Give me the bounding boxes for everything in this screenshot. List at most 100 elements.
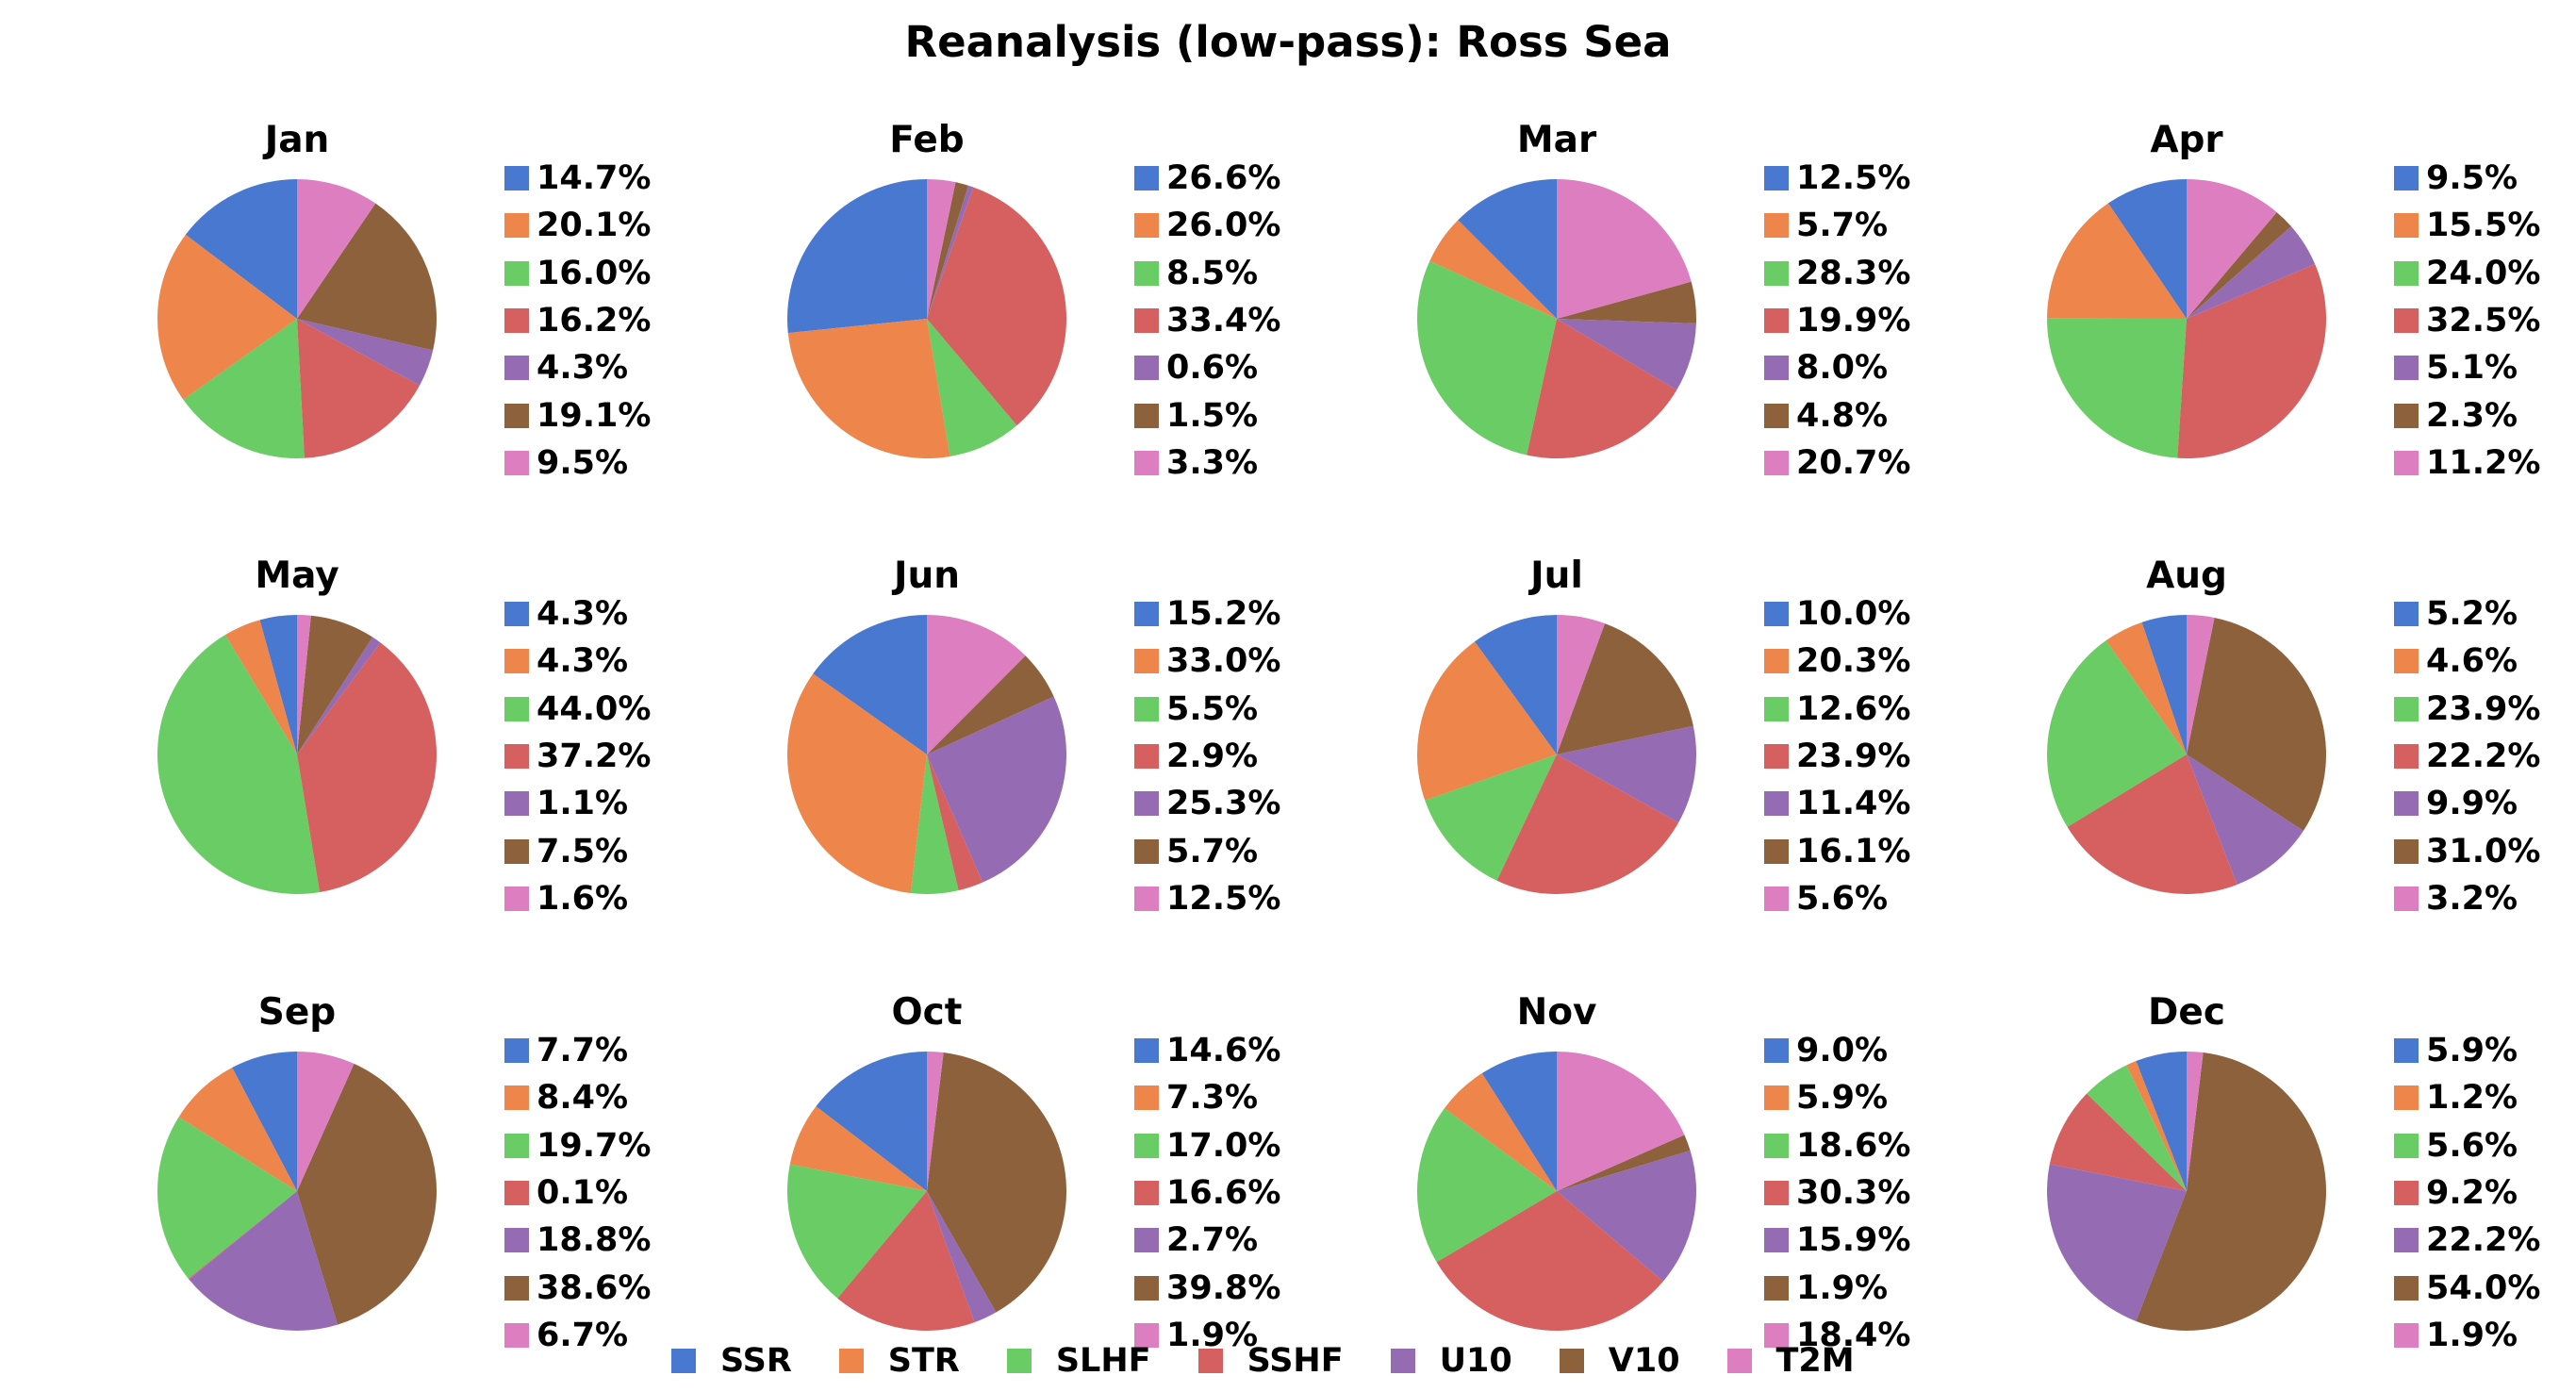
legend-percent: 54.0% bbox=[2426, 1268, 2541, 1307]
legend-entry-dec-ssr: 5.9% bbox=[2394, 1032, 2518, 1069]
legend-percent: 8.5% bbox=[1166, 254, 1259, 292]
pie-slice-jan-slhf bbox=[183, 319, 305, 458]
pie-slice-nov-str bbox=[1444, 1073, 1557, 1191]
legend-entry-aug-sshf: 22.2% bbox=[2394, 737, 2540, 775]
series-swatch bbox=[1559, 1349, 1584, 1373]
panel-title-feb: Feb bbox=[889, 119, 965, 161]
legend-swatch bbox=[1134, 260, 1159, 286]
pie-slice-apr-u10 bbox=[2187, 226, 2316, 319]
legend-swatch bbox=[504, 886, 529, 911]
pie-slice-feb-u10 bbox=[927, 185, 974, 319]
legend-percent: 5.9% bbox=[1796, 1079, 1889, 1118]
legend-swatch bbox=[504, 696, 529, 721]
legend-swatch bbox=[504, 260, 529, 286]
pie-slice-sep-sshf bbox=[188, 1191, 297, 1280]
legend-entry-jul-sshf: 23.9% bbox=[1764, 737, 1911, 775]
legend-percent: 20.7% bbox=[1796, 443, 1911, 482]
legend-entry-apr-slhf: 24.0% bbox=[2394, 255, 2540, 292]
legend-entry-apr-v10: 2.3% bbox=[2394, 397, 2518, 435]
legend-percent: 20.3% bbox=[1796, 642, 1911, 681]
legend-swatch bbox=[1134, 213, 1159, 239]
legend-percent: 15.5% bbox=[2426, 207, 2541, 245]
pie-slice-may-ssr bbox=[259, 615, 297, 754]
legend-swatch bbox=[1134, 1228, 1159, 1253]
series-swatch bbox=[1726, 1349, 1752, 1373]
pie-slice-feb-v10 bbox=[927, 182, 969, 319]
series-legend-str: STR bbox=[838, 1342, 960, 1380]
legend-entry-aug-v10: 31.0% bbox=[2394, 833, 2540, 870]
legend-entry-jan-sshf: 16.2% bbox=[504, 302, 651, 340]
legend-swatch bbox=[1764, 886, 1789, 911]
legend-entry-oct-sshf: 16.6% bbox=[1134, 1174, 1280, 1212]
legend-percent: 12.5% bbox=[1166, 879, 1281, 918]
legend-entry-mar-u10: 8.0% bbox=[1764, 349, 1888, 387]
pie-slice-apr-t2m bbox=[2187, 179, 2277, 319]
legend-entry-sep-sshf: 0.1% bbox=[504, 1174, 628, 1212]
legend-percent: 15.9% bbox=[1796, 1221, 1911, 1260]
legend-swatch bbox=[1134, 886, 1159, 911]
pie-slice-oct-u10 bbox=[927, 1191, 997, 1323]
pie-feb bbox=[787, 179, 1066, 458]
legend-percent: 11.4% bbox=[1796, 785, 1911, 823]
legend-swatch bbox=[504, 213, 529, 239]
pie-slice-dec-sshf bbox=[2049, 1093, 2187, 1191]
legend-swatch bbox=[1134, 1322, 1159, 1348]
legend-swatch bbox=[1764, 1038, 1789, 1063]
legend-entry-jun-v10: 5.7% bbox=[1134, 833, 1258, 870]
pie-slice-oct-t2m bbox=[927, 1052, 944, 1191]
legend-swatch bbox=[1764, 1085, 1789, 1111]
pie-slice-feb-t2m bbox=[927, 179, 956, 319]
pie-slice-may-sshf bbox=[297, 642, 438, 893]
legend-entry-may-v10: 7.5% bbox=[504, 833, 628, 870]
legend-entry-jun-t2m: 12.5% bbox=[1134, 879, 1281, 918]
legend-percent: 5.6% bbox=[1796, 879, 1889, 918]
legend-swatch bbox=[1764, 1322, 1789, 1348]
legend-percent: 1.6% bbox=[537, 879, 629, 918]
pie-nov bbox=[1417, 1052, 1696, 1331]
pie-slice-may-v10 bbox=[297, 615, 373, 754]
pie-may bbox=[157, 615, 438, 894]
series-legend-sshf: SSHF bbox=[1197, 1342, 1344, 1380]
pie-slice-jul-ssr bbox=[1474, 615, 1557, 754]
legend-swatch bbox=[504, 649, 529, 674]
legend-percent: 28.3% bbox=[1796, 254, 1911, 292]
legend-entry-dec-str: 1.2% bbox=[2394, 1079, 2518, 1118]
series-label: V10 bbox=[1608, 1342, 1680, 1380]
legend-swatch bbox=[1764, 356, 1789, 381]
pie-slice-nov-v10 bbox=[1557, 1135, 1691, 1191]
legend-swatch bbox=[504, 1085, 529, 1111]
pie-slice-feb-slhf bbox=[927, 319, 1017, 456]
legend-entry-may-u10: 1.1% bbox=[504, 785, 628, 822]
pie-slice-jan-v10 bbox=[297, 203, 437, 351]
pie-slice-nov-t2m bbox=[1557, 1052, 1685, 1191]
pie-slice-jan-u10 bbox=[297, 319, 434, 386]
legend-percent: 1.2% bbox=[2426, 1079, 2518, 1118]
pie-slice-feb-str bbox=[787, 319, 950, 458]
legend-swatch bbox=[2394, 1133, 2419, 1158]
legend-swatch bbox=[1764, 1133, 1789, 1158]
legend-swatch bbox=[1764, 602, 1789, 626]
legend-swatch bbox=[1134, 791, 1159, 817]
legend-entry-oct-slhf: 17.0% bbox=[1134, 1127, 1280, 1165]
legend-percent: 2.9% bbox=[1166, 737, 1259, 775]
pie-slice-apr-ssr bbox=[2107, 179, 2187, 319]
legend-entry-nov-t2m: 18.4% bbox=[1764, 1316, 1911, 1354]
pie-slice-apr-v10 bbox=[2187, 212, 2291, 319]
pie-slice-aug-str bbox=[2105, 621, 2187, 754]
legend-percent: 9.5% bbox=[2426, 159, 2518, 197]
legend-entry-sep-str: 8.4% bbox=[504, 1079, 628, 1117]
pie-slice-jan-ssr bbox=[185, 179, 297, 319]
legend-percent: 23.9% bbox=[1796, 737, 1911, 775]
pie-slice-may-u10 bbox=[297, 637, 381, 754]
legend-percent: 18.8% bbox=[537, 1221, 652, 1260]
legend-percent: 4.3% bbox=[537, 642, 629, 681]
pie-slice-dec-slhf bbox=[2087, 1065, 2187, 1191]
legend-swatch bbox=[1134, 450, 1159, 475]
legend-swatch bbox=[2394, 743, 2419, 769]
legend-percent: 9.9% bbox=[2426, 785, 2518, 823]
legend-swatch bbox=[2394, 1228, 2419, 1253]
pie-jan bbox=[157, 179, 437, 458]
pie-slice-jun-str bbox=[787, 673, 927, 894]
pie-slice-jun-u10 bbox=[927, 696, 1066, 883]
legend-percent: 18.4% bbox=[1796, 1316, 1911, 1354]
